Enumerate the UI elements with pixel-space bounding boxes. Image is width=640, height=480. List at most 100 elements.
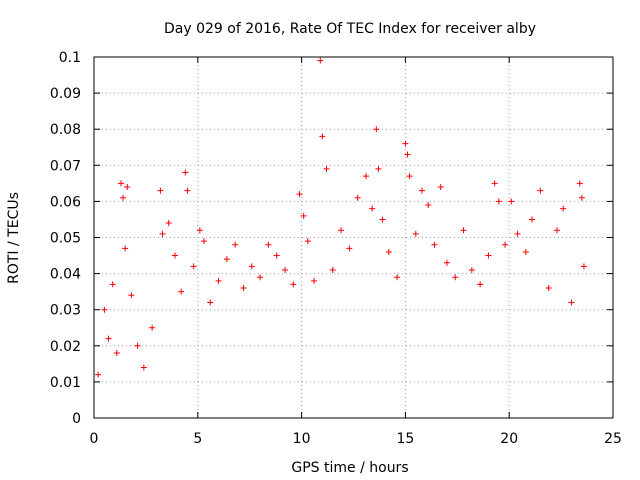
data-point: [485, 252, 492, 259]
y-tick-label: 0.01: [50, 375, 81, 391]
y-tick-label: 0.1: [59, 50, 81, 66]
x-tick-label: 5: [193, 431, 202, 447]
data-point: [149, 324, 156, 331]
data-point: [124, 183, 131, 190]
data-point: [101, 306, 108, 313]
data-point: [273, 252, 280, 259]
data-point: [105, 335, 112, 342]
x-tick-labels: 0 5 10 15 20 25: [90, 431, 622, 447]
data-point: [311, 277, 318, 284]
data-point: [362, 173, 369, 180]
data-point: [419, 187, 426, 194]
data-point: [140, 364, 147, 371]
data-point: [560, 205, 567, 212]
plot-frame: [93, 56, 614, 419]
data-point: [443, 259, 450, 266]
data-point: [452, 274, 459, 281]
data-point: [240, 285, 247, 292]
data-point: [265, 241, 272, 248]
x-tick-label: 20: [500, 431, 518, 447]
x-tick-label: 0: [90, 431, 99, 447]
data-point: [553, 227, 560, 234]
data-point: [578, 194, 585, 201]
data-point: [394, 274, 401, 281]
grid-lines: [94, 57, 613, 418]
data-point: [346, 245, 353, 252]
data-point: [134, 342, 141, 349]
data-point: [122, 245, 129, 252]
data-point: [300, 212, 307, 219]
y-tick-label: 0.06: [50, 194, 81, 210]
data-point: [495, 198, 502, 205]
data-point: [323, 165, 330, 172]
data-point: [508, 198, 515, 205]
y-tick-label: 0.04: [50, 267, 81, 283]
y-tick-label: 0.03: [50, 303, 81, 319]
data-point: [95, 371, 102, 378]
chart-title: Day 029 of 2016, Rate Of TEC Index for r…: [164, 21, 536, 37]
data-point: [329, 266, 336, 273]
data-point: [529, 216, 536, 223]
data-point: [568, 299, 575, 306]
data-point: [545, 285, 552, 292]
plot-points: [95, 57, 587, 378]
data-point: [502, 241, 509, 248]
data-point: [491, 180, 498, 187]
y-tick-label: 0.08: [50, 122, 81, 138]
data-point: [522, 248, 529, 255]
data-point: [385, 248, 392, 255]
x-tick-label: 25: [604, 431, 622, 447]
data-point: [296, 191, 303, 198]
data-point: [184, 187, 191, 194]
data-point: [369, 205, 376, 212]
y-tick-label: 0.07: [50, 158, 81, 174]
data-point: [190, 263, 197, 270]
data-point: [437, 183, 444, 190]
data-point: [404, 151, 411, 158]
data-point: [223, 256, 230, 263]
data-point: [120, 194, 127, 201]
data-point: [157, 187, 164, 194]
data-point: [468, 266, 475, 273]
data-point: [165, 220, 172, 227]
data-point: [580, 263, 587, 270]
data-point: [425, 202, 432, 209]
x-axis-label: GPS time / hours: [291, 460, 408, 476]
data-point: [248, 263, 255, 270]
data-point: [402, 140, 409, 147]
x-tick-label: 10: [293, 431, 311, 447]
data-point: [290, 281, 297, 288]
y-axis-label: ROTI / TECUs: [6, 192, 22, 284]
y-tick-label: 0.05: [50, 231, 81, 247]
y-tick-label: 0.09: [50, 86, 81, 102]
data-point: [460, 227, 467, 234]
data-point: [338, 227, 345, 234]
data-point: [207, 299, 214, 306]
data-point: [182, 169, 189, 176]
data-point: [215, 277, 222, 284]
data-point: [113, 350, 120, 357]
axis-ticks: [93, 56, 614, 419]
data-point: [128, 292, 135, 299]
data-point: [537, 187, 544, 194]
data-point: [196, 227, 203, 234]
data-point: [304, 238, 311, 245]
y-tick-label: 0.02: [50, 339, 81, 355]
data-point: [201, 238, 208, 245]
y-tick-label: 0: [72, 411, 81, 427]
data-point: [431, 241, 438, 248]
data-point: [171, 252, 178, 259]
data-point: [379, 216, 386, 223]
data-point: [514, 230, 521, 237]
data-point: [117, 180, 124, 187]
y-tick-labels: 0 0.01 0.02 0.03 0.04 0.05 0.06 0.07 0.08 0.09 0.1: [50, 50, 81, 427]
data-point: [317, 57, 324, 64]
data-point: [178, 288, 185, 295]
data-point: [412, 230, 419, 237]
data-point: [354, 194, 361, 201]
data-point: [257, 274, 264, 281]
data-point: [281, 266, 288, 273]
data-point: [373, 126, 380, 133]
data-point: [159, 230, 166, 237]
data-point: [477, 281, 484, 288]
